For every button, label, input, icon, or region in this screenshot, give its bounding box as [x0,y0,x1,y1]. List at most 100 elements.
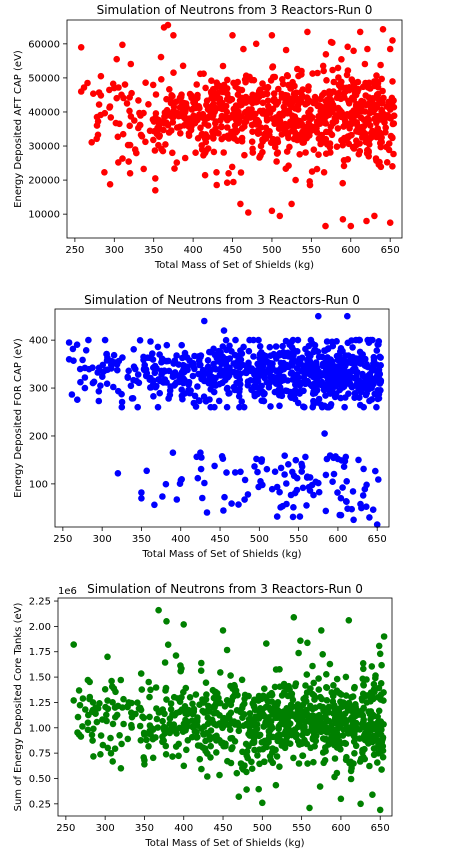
data-point [224,96,231,103]
data-point [229,744,236,751]
data-point [293,680,300,687]
chart-for-cap: 250 300 350 400 450 500 550 600 650100200300400S… [0,285,460,570]
data-point [257,478,264,485]
data-point [127,170,134,177]
data-point [385,112,392,119]
data-point [220,63,227,70]
data-point [259,80,266,87]
data-point [219,106,226,113]
data-point [289,369,296,376]
data-point [170,32,177,39]
data-point [125,142,132,149]
data-point [137,122,144,129]
data-point [301,374,308,381]
data-point [323,472,330,479]
x-tick-label: 600 [328,534,347,545]
data-point [178,386,185,393]
data-point [75,714,82,721]
data-point [213,182,220,189]
data-point [342,88,349,95]
data-point [314,166,321,173]
data-point [129,395,136,402]
data-point [217,371,224,378]
data-point [334,489,341,496]
data-point [272,144,279,151]
data-point [156,132,163,139]
data-point [369,791,376,798]
data-point [297,513,304,520]
data-point [359,721,366,728]
chart-core-tanks: 250 300 350 400 450 500 550 600 6500.250.500.751… [0,575,460,860]
data-point [356,394,363,401]
data-point [355,457,362,464]
data-point [336,723,343,730]
data-point [190,360,197,367]
data-point [161,724,168,731]
data-point [386,140,393,147]
data-point [223,373,230,380]
data-point [282,123,289,130]
data-point [389,163,396,170]
data-point [156,117,163,124]
data-point [304,640,311,647]
data-point [166,129,173,136]
data-point [223,115,230,122]
data-point [341,94,348,101]
data-point [100,362,107,369]
data-point [376,395,383,402]
data-point [378,766,385,773]
data-point [269,208,276,215]
data-point [221,494,228,501]
data-point [340,216,347,223]
data-point [162,659,169,666]
data-point [300,485,307,492]
data-point [360,691,367,698]
data-point [391,112,398,119]
data-point [203,679,210,686]
data-point [205,364,212,371]
data-point [283,47,290,54]
data-point [339,484,346,491]
data-point [378,662,385,669]
data-point [308,337,315,344]
y-tick-label: 40000 [28,107,60,118]
data-point [369,364,376,371]
data-point [286,686,293,693]
data-point [213,79,220,86]
data-point [304,350,311,357]
data-point [214,690,221,697]
data-point [149,350,156,357]
data-point [146,694,153,701]
data-point [249,128,256,135]
x-tick-label: 600 [331,823,350,834]
data-point [323,77,330,84]
data-point [179,393,186,400]
data-point [177,662,184,669]
data-point [152,175,159,182]
data-point [309,726,316,733]
data-point [82,706,89,713]
data-point [274,136,281,143]
data-point [205,145,212,152]
data-point [242,477,249,484]
data-point [200,115,207,122]
data-point [151,128,158,135]
data-point [197,362,204,369]
data-point [188,95,195,102]
data-point [96,388,103,395]
data-point [150,755,157,762]
data-point [222,703,229,710]
y-tick-label: 1.50 [29,673,51,684]
data-point [120,95,127,102]
data-point [199,708,206,715]
data-point [307,372,314,379]
data-point [281,452,288,459]
data-point [77,702,84,709]
data-point [267,403,274,410]
data-point [351,361,358,368]
data-point [150,82,157,89]
data-point [387,219,394,226]
data-point [338,512,345,519]
data-point [74,396,81,403]
data-point [193,734,200,741]
